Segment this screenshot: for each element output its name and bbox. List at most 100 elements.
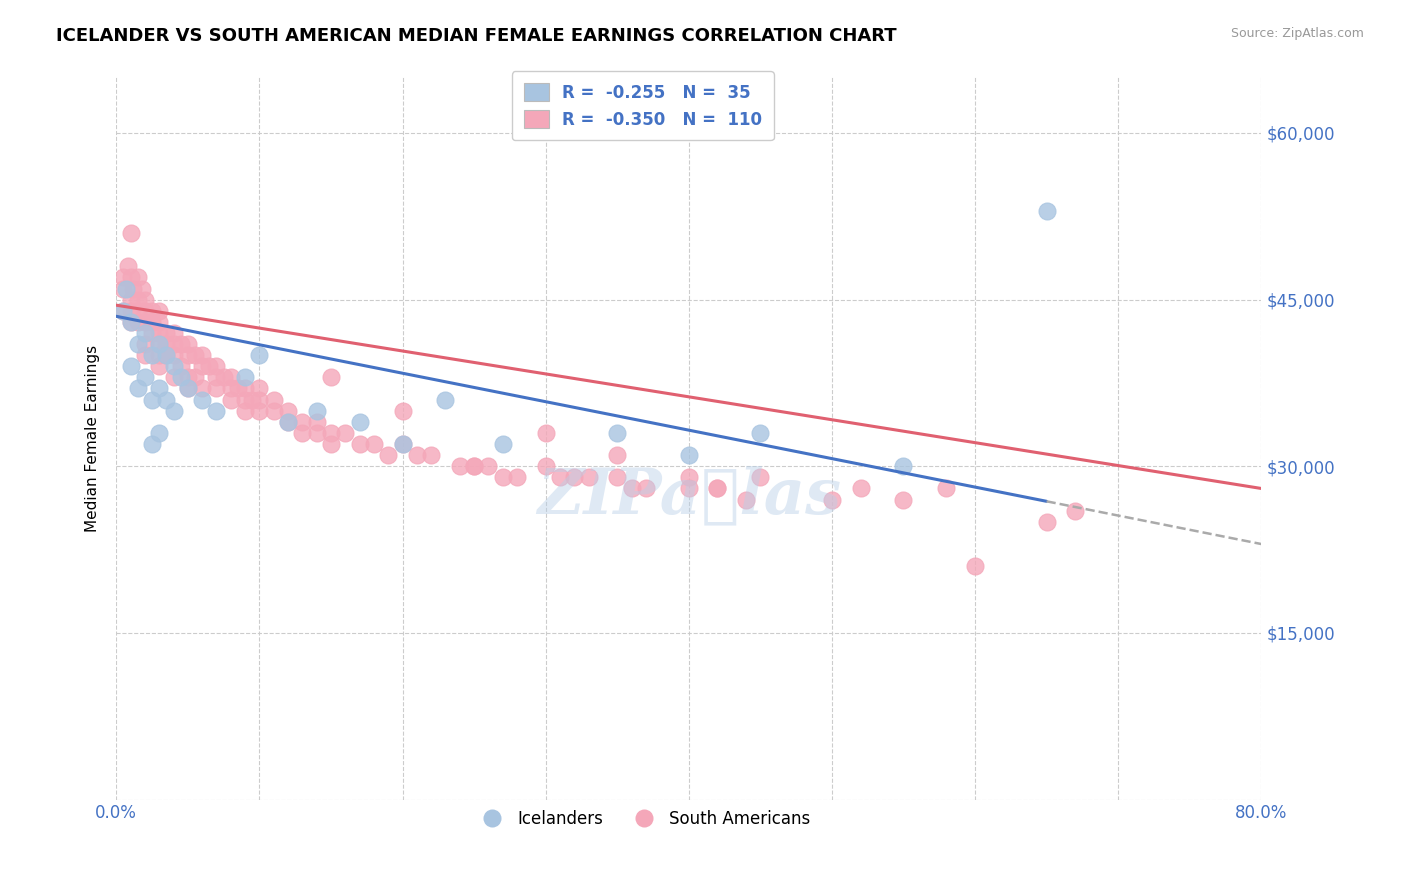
- Point: [305, 415, 328, 429]
- Point: [162, 348, 184, 362]
- Point: [148, 382, 170, 396]
- Point: [1064, 504, 1087, 518]
- Point: [155, 392, 177, 407]
- Point: [117, 260, 139, 274]
- Point: [277, 415, 299, 429]
- Point: [291, 425, 314, 440]
- Point: [893, 492, 915, 507]
- Point: [963, 559, 986, 574]
- Point: [177, 337, 200, 351]
- Point: [492, 437, 515, 451]
- Point: [198, 359, 221, 374]
- Point: [191, 392, 214, 407]
- Point: [606, 448, 628, 462]
- Point: [706, 482, 728, 496]
- Point: [349, 437, 371, 451]
- Point: [247, 403, 270, 417]
- Text: ZIPaᵵlas: ZIPaᵵlas: [537, 466, 841, 527]
- Y-axis label: Median Female Earnings: Median Female Earnings: [86, 345, 100, 532]
- Point: [112, 303, 135, 318]
- Point: [277, 403, 299, 417]
- Point: [534, 425, 557, 440]
- Point: [578, 470, 600, 484]
- Point: [219, 370, 242, 384]
- Point: [349, 415, 371, 429]
- Point: [477, 459, 499, 474]
- Point: [141, 315, 163, 329]
- Point: [134, 303, 156, 318]
- Point: [112, 270, 135, 285]
- Point: [219, 382, 242, 396]
- Point: [463, 459, 485, 474]
- Point: [319, 425, 342, 440]
- Point: [247, 348, 270, 362]
- Point: [120, 315, 142, 329]
- Point: [391, 403, 413, 417]
- Point: [634, 482, 657, 496]
- Point: [562, 470, 585, 484]
- Point: [277, 415, 299, 429]
- Point: [548, 470, 571, 484]
- Point: [191, 348, 214, 362]
- Point: [305, 425, 328, 440]
- Point: [120, 315, 142, 329]
- Point: [115, 281, 138, 295]
- Point: [120, 270, 142, 285]
- Point: [463, 459, 485, 474]
- Point: [162, 359, 184, 374]
- Point: [226, 382, 249, 396]
- Point: [120, 293, 142, 307]
- Point: [134, 326, 156, 340]
- Point: [177, 382, 200, 396]
- Point: [247, 392, 270, 407]
- Point: [191, 359, 214, 374]
- Point: [122, 281, 145, 295]
- Point: [240, 392, 263, 407]
- Point: [155, 337, 177, 351]
- Point: [263, 403, 285, 417]
- Point: [112, 281, 135, 295]
- Point: [212, 370, 235, 384]
- Point: [120, 359, 142, 374]
- Point: [191, 382, 214, 396]
- Point: [821, 492, 844, 507]
- Point: [1035, 203, 1057, 218]
- Point: [134, 293, 156, 307]
- Point: [127, 270, 149, 285]
- Point: [405, 448, 427, 462]
- Point: [127, 303, 149, 318]
- Point: [112, 303, 135, 318]
- Text: Source: ZipAtlas.com: Source: ZipAtlas.com: [1230, 27, 1364, 40]
- Point: [127, 293, 149, 307]
- Point: [506, 470, 529, 484]
- Point: [247, 382, 270, 396]
- Point: [233, 370, 256, 384]
- Point: [749, 425, 772, 440]
- Point: [141, 392, 163, 407]
- Point: [363, 437, 385, 451]
- Legend: Icelanders, South Americans: Icelanders, South Americans: [468, 803, 817, 835]
- Point: [162, 337, 184, 351]
- Point: [148, 315, 170, 329]
- Point: [131, 281, 153, 295]
- Point: [706, 482, 728, 496]
- Point: [391, 437, 413, 451]
- Point: [120, 303, 142, 318]
- Point: [162, 403, 184, 417]
- Point: [420, 448, 443, 462]
- Point: [606, 470, 628, 484]
- Point: [305, 403, 328, 417]
- Point: [134, 370, 156, 384]
- Point: [134, 348, 156, 362]
- Point: [162, 370, 184, 384]
- Point: [849, 482, 872, 496]
- Point: [177, 382, 200, 396]
- Point: [127, 337, 149, 351]
- Point: [219, 392, 242, 407]
- Point: [127, 382, 149, 396]
- Point: [148, 348, 170, 362]
- Point: [291, 415, 314, 429]
- Point: [749, 470, 772, 484]
- Point: [148, 326, 170, 340]
- Point: [141, 437, 163, 451]
